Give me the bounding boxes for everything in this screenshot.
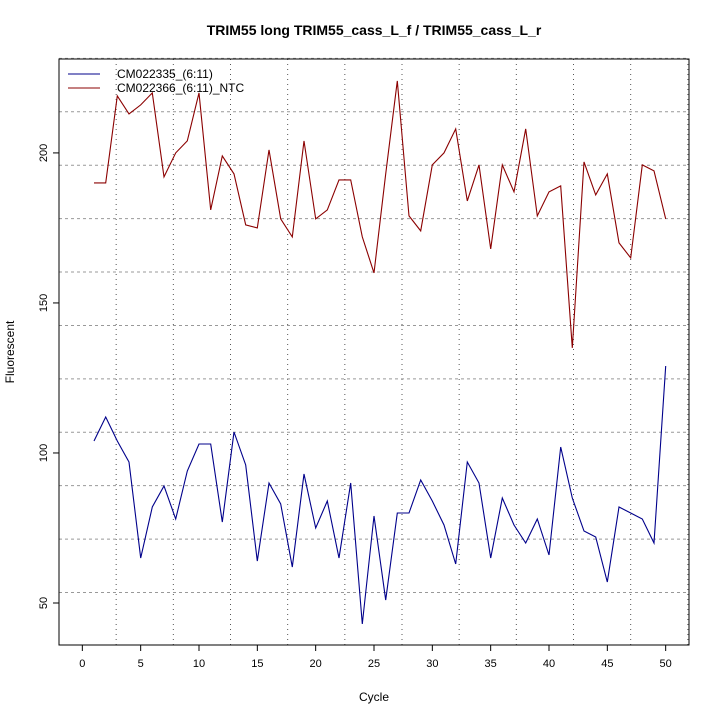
chart-title: TRIM55 long TRIM55_cass_L_f / TRIM55_cas… bbox=[207, 22, 542, 38]
y-tick-label: 150 bbox=[38, 294, 50, 312]
x-tick-label: 35 bbox=[485, 658, 497, 670]
x-tick-label: 50 bbox=[660, 658, 672, 670]
grid bbox=[59, 57, 689, 645]
x-tick-label: 40 bbox=[543, 658, 555, 670]
x-axis-label: Cycle bbox=[359, 690, 389, 704]
series-line-1 bbox=[94, 80, 667, 348]
legend-label-0: CM022335_(6:11) bbox=[117, 67, 213, 81]
x-tick-label: 0 bbox=[79, 658, 85, 670]
plot-frame bbox=[58, 58, 690, 646]
y-axis: 50 100 150 200 bbox=[38, 144, 59, 609]
y-axis-label: Fluorescent bbox=[3, 320, 17, 383]
legend-label-1: CM022366_(6:11)_NTC bbox=[117, 81, 245, 95]
x-tick-label: 5 bbox=[138, 658, 144, 670]
x-tick-label: 25 bbox=[368, 658, 380, 670]
x-tick-label: 45 bbox=[601, 658, 613, 670]
x-tick-label: 10 bbox=[193, 658, 205, 670]
x-tick-label: 30 bbox=[426, 658, 438, 670]
x-tick-label: 15 bbox=[251, 658, 263, 670]
x-tick-label: 20 bbox=[310, 658, 322, 670]
series-lines bbox=[93, 80, 667, 625]
legend: CM022335_(6:11) CM022366_(6:11)_NTC bbox=[68, 67, 245, 95]
y-tick-label: 100 bbox=[38, 444, 50, 462]
y-tick-label: 200 bbox=[38, 144, 50, 162]
y-tick-label: 50 bbox=[38, 597, 50, 609]
x-axis: 0 5 10 15 20 25 30 35 40 45 50 bbox=[79, 645, 672, 670]
series-line-0 bbox=[93, 365, 667, 625]
